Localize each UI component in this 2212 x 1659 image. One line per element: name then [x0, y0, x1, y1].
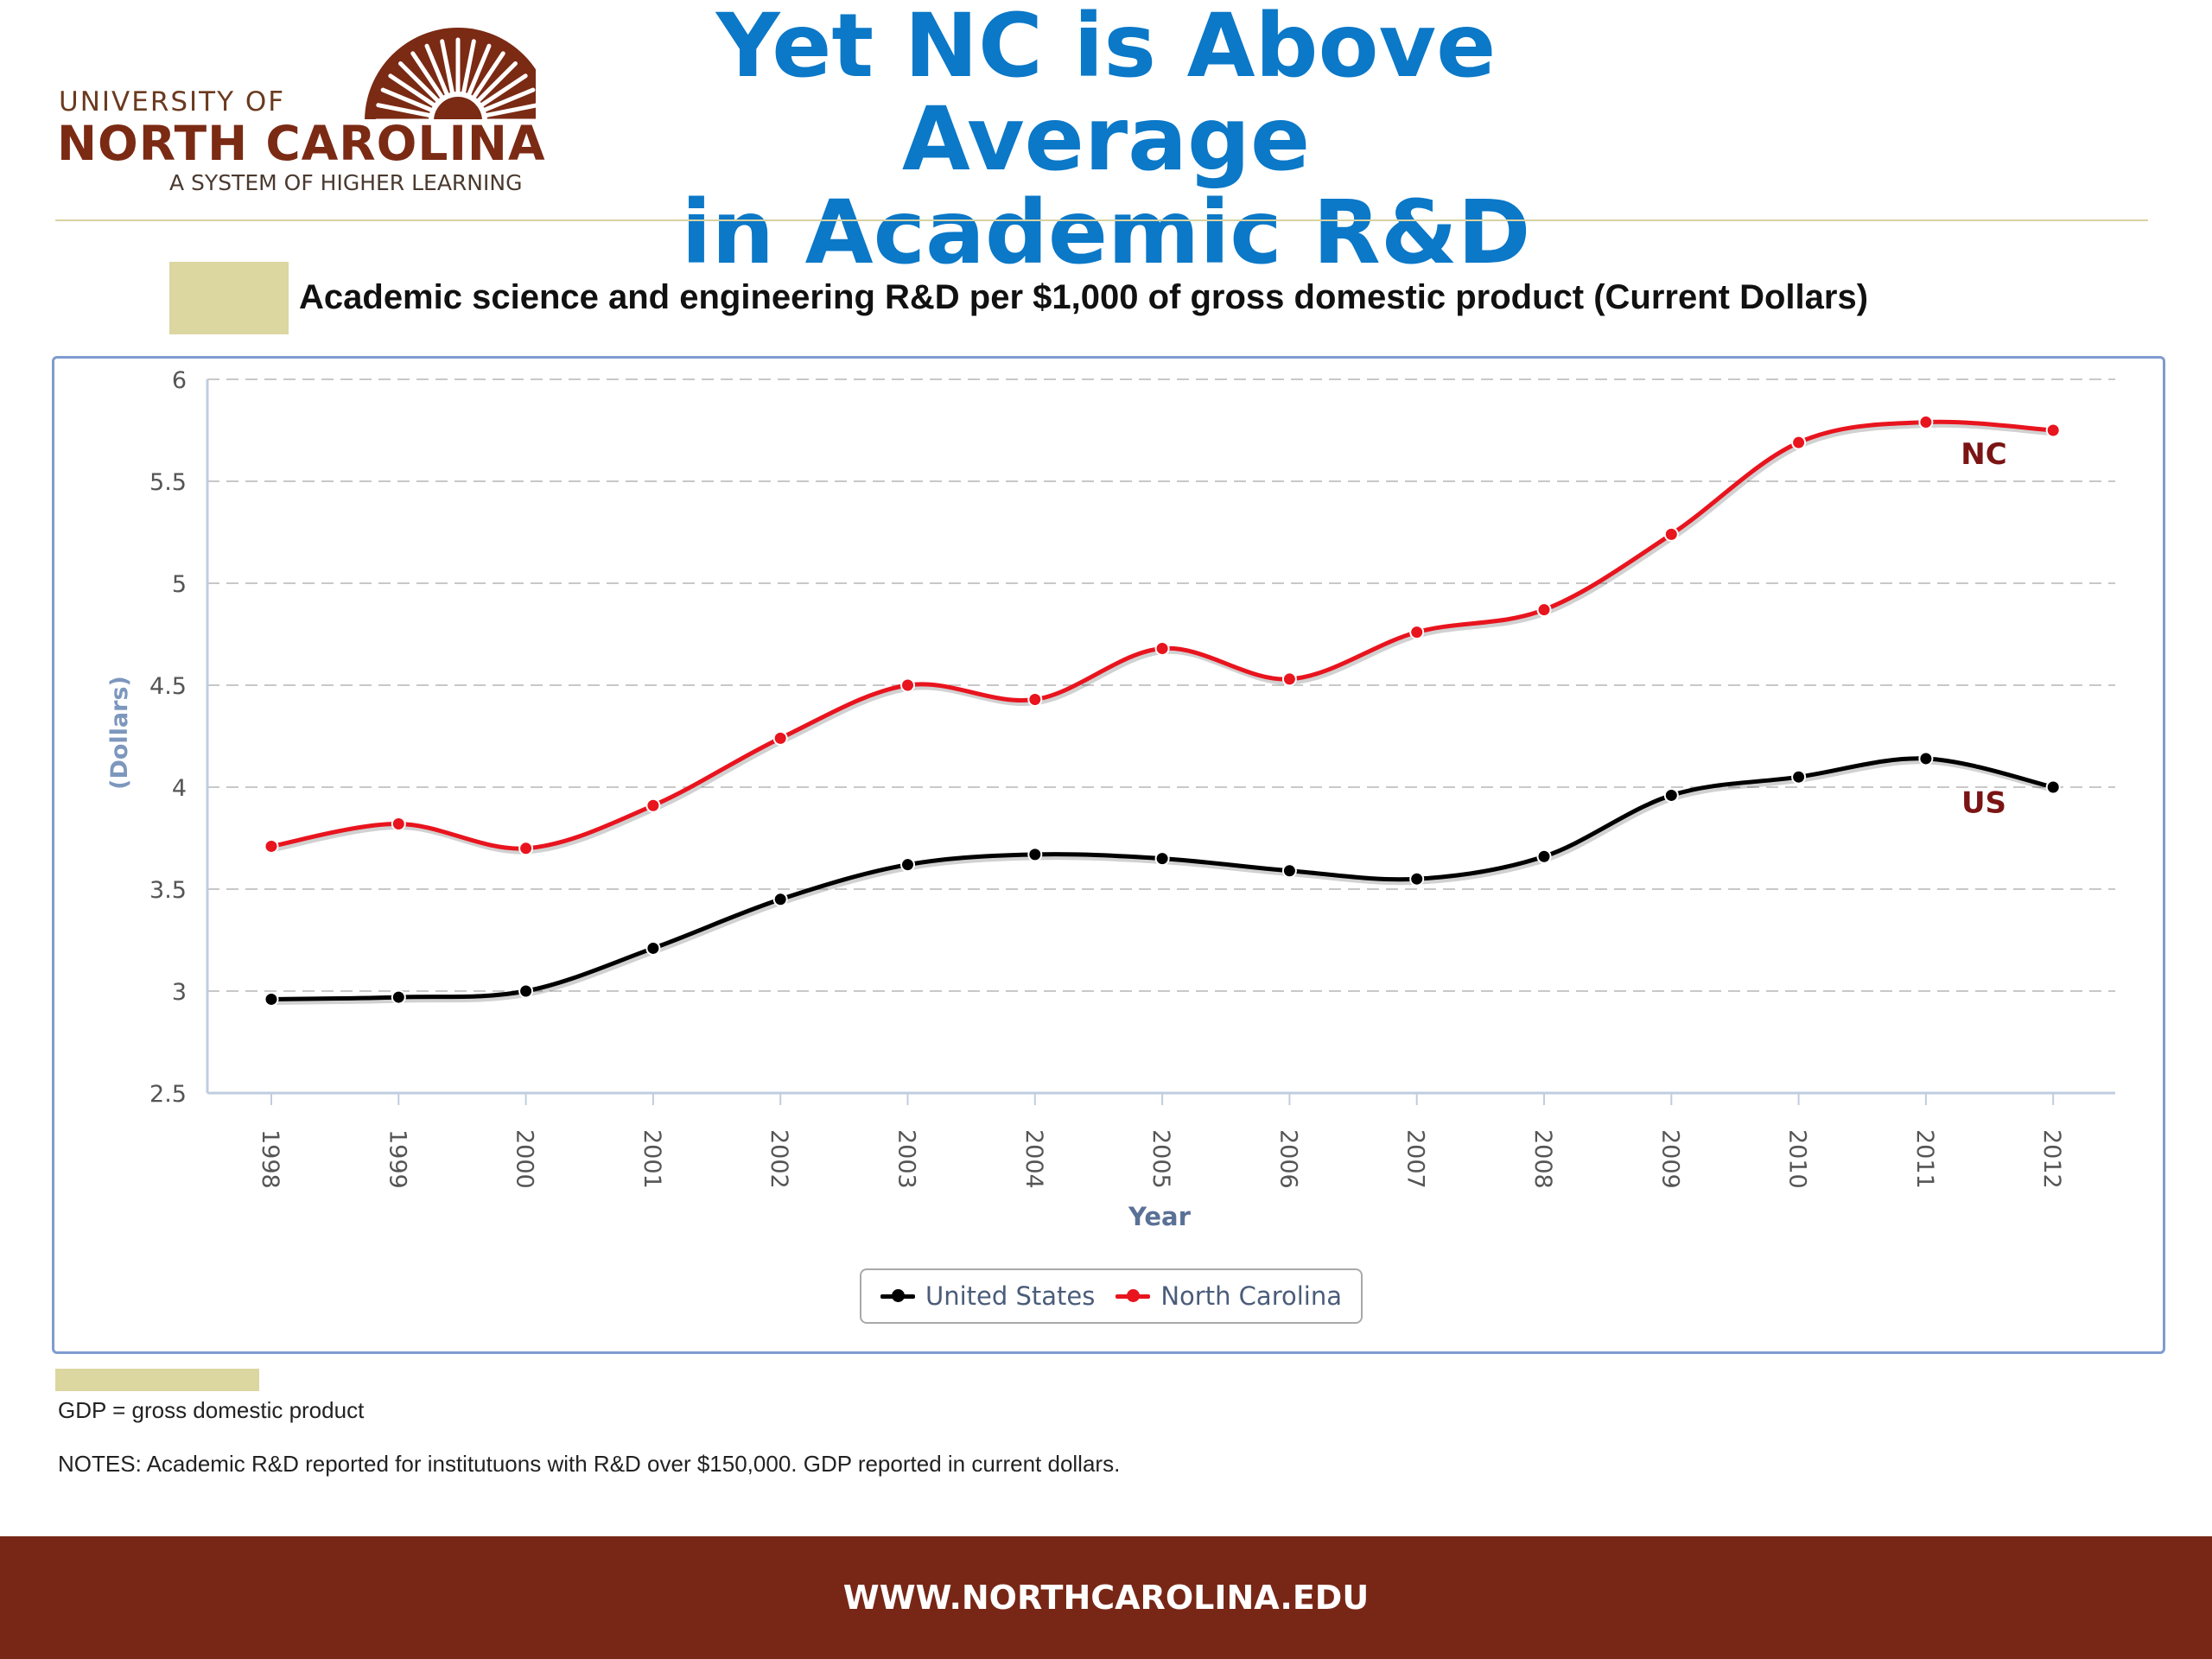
data-point-nc[interactable] [264, 838, 279, 854]
y-axis-title: (Dollars) [106, 676, 133, 790]
data-point-nc[interactable] [2045, 423, 2061, 438]
data-point-nc[interactable] [1027, 692, 1043, 708]
data-point-us[interactable] [1154, 851, 1170, 867]
logo-tagline: A SYSTEM OF HIGHER LEARNING [169, 170, 523, 195]
x-axis-title: Year [1128, 1202, 1192, 1231]
x-tick-label: 2000 [512, 1129, 538, 1189]
logo [52, 10, 536, 200]
data-point-nc[interactable] [1663, 526, 1679, 542]
legend-marker-us [880, 1289, 915, 1302]
y-tick-label: 2.5 [149, 1081, 187, 1108]
footnote-swatch [55, 1369, 259, 1391]
data-point-nc[interactable] [1536, 602, 1552, 618]
data-point-us[interactable] [1027, 847, 1043, 862]
x-tick-label: 2004 [1020, 1129, 1047, 1189]
x-tick-label: 2002 [766, 1129, 792, 1189]
data-point-nc[interactable] [1154, 641, 1170, 657]
x-tick-label: 2003 [893, 1129, 920, 1189]
data-point-nc[interactable] [1281, 671, 1297, 687]
legend-item-north-carolina[interactable]: North Carolina [1116, 1281, 1342, 1311]
legend-label-us: United States [925, 1281, 1096, 1311]
data-point-nc[interactable] [900, 677, 915, 693]
y-tick-label: 4.5 [149, 673, 187, 700]
data-point-nc[interactable] [645, 798, 661, 813]
y-tick-label: 3.5 [149, 877, 187, 904]
legend-label-nc: North Carolina [1160, 1281, 1343, 1311]
footnote-gdp: GDP = gross domestic product [58, 1397, 365, 1423]
y-tick-label: 5 [172, 571, 187, 598]
x-tick-label: 2001 [639, 1129, 665, 1189]
y-tick-label: 6 [172, 367, 187, 394]
slide-title-line1: Yet NC is Above Average [715, 0, 1497, 191]
x-tick-label: 2005 [1147, 1129, 1174, 1189]
x-tick-label: 2010 [1784, 1129, 1811, 1189]
data-point-us[interactable] [264, 991, 279, 1007]
footer-url-link[interactable]: WWW.NORTHCAROLINA.EDU [842, 1579, 1370, 1617]
series-line-us [270, 756, 2054, 1001]
footer-bar: WWW.NORTHCAROLINA.EDU [0, 1536, 2212, 1659]
sun-logo-icon [363, 28, 536, 123]
data-point-us[interactable] [391, 989, 406, 1005]
data-point-nc[interactable] [772, 730, 788, 746]
logo-north-carolina: NORTH CAROLINA [57, 116, 546, 171]
slide-title: Yet NC is Above Average in Academic R&D [553, 0, 1659, 280]
data-point-us[interactable] [1409, 871, 1425, 887]
data-point-us[interactable] [1663, 787, 1679, 803]
x-tick-label: 1999 [384, 1129, 410, 1189]
data-point-us[interactable] [518, 983, 534, 999]
chart-frame [52, 356, 2165, 1354]
x-tick-label: 2011 [1911, 1129, 1938, 1189]
legend-marker-nc [1116, 1289, 1151, 1302]
data-point-us[interactable] [1536, 849, 1552, 864]
chart-title: Academic science and engineering R&D per… [299, 278, 1869, 316]
data-point-us[interactable] [1281, 863, 1297, 879]
data-point-nc[interactable] [1918, 415, 1934, 430]
y-tick-label: 5.5 [149, 469, 187, 496]
series-label-nc: NC [1961, 437, 2006, 472]
x-tick-label: 2009 [1656, 1129, 1683, 1189]
series-label-us: US [1961, 786, 2006, 821]
x-tick-label: 2006 [1274, 1129, 1301, 1189]
slide-title-line2: in Academic R&D [681, 181, 1531, 284]
chart-legend: United States North Carolina [860, 1268, 1363, 1324]
y-tick-label: 4 [172, 775, 187, 802]
footnote-notes: NOTES: Academic R&D reported for institu… [58, 1451, 1121, 1477]
y-tick-label: 3 [172, 979, 187, 1006]
data-point-nc[interactable] [1409, 625, 1425, 640]
data-point-nc[interactable] [518, 841, 534, 856]
title-divider [55, 219, 2148, 221]
series-line-nc [270, 419, 2054, 851]
data-point-us[interactable] [1918, 751, 1934, 766]
data-point-us[interactable] [772, 892, 788, 907]
data-point-nc[interactable] [1791, 435, 1807, 450]
chart-heading-swatch [169, 262, 289, 334]
data-point-us[interactable] [645, 940, 661, 956]
series-shadow [272, 758, 2056, 1005]
data-point-nc[interactable] [391, 816, 406, 831]
x-tick-label: 1998 [257, 1129, 283, 1189]
legend-item-united-states[interactable]: United States [880, 1281, 1095, 1311]
x-tick-label: 2008 [1529, 1129, 1556, 1189]
data-point-us[interactable] [1791, 769, 1807, 785]
x-tick-label: 2012 [2038, 1129, 2065, 1189]
x-tick-label: 2007 [1402, 1129, 1429, 1189]
logo-university-of: UNIVERSITY OF [59, 86, 286, 118]
data-point-us[interactable] [900, 857, 915, 873]
data-point-us[interactable] [2045, 779, 2061, 795]
